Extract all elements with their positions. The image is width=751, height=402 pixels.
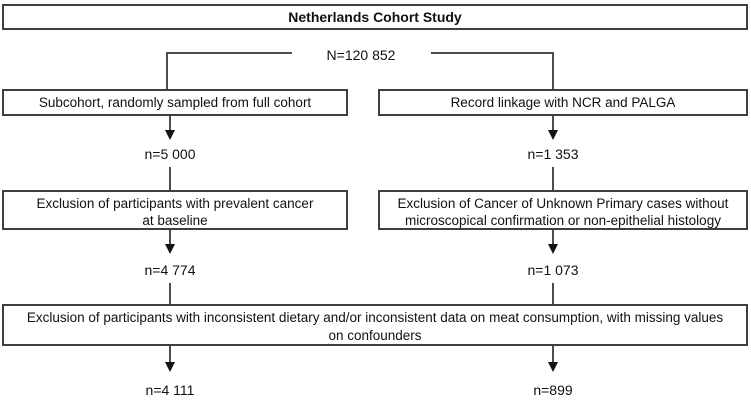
final-subcohort-count: n=4 111 (145, 382, 195, 398)
subcohort-count: n=5 000 (144, 146, 196, 162)
connector-left-1 (169, 167, 171, 190)
branch-line-left-vertical (166, 52, 168, 89)
cases-count: n=1 353 (527, 146, 579, 162)
arrow-head-right-2 (548, 244, 558, 254)
total-cohort-count: N=120 852 (326, 47, 396, 63)
connector-right-1 (552, 167, 554, 190)
arrow-line-left-3 (169, 346, 171, 364)
arrow-line-left-2 (169, 230, 171, 246)
arrow-head-right-1 (548, 130, 558, 140)
subcohort-after-exclusion-count: n=4 774 (144, 262, 196, 278)
branch-line-left-horizontal (167, 52, 292, 54)
cases-after-exclusion-count: n=1 073 (527, 262, 579, 278)
branch-line-right-horizontal (431, 52, 554, 54)
arrow-head-right-3 (548, 362, 558, 372)
connector-left-2 (169, 283, 171, 304)
connector-right-2 (552, 283, 554, 304)
arrow-line-right-2 (552, 230, 554, 246)
arrow-line-right-1 (552, 116, 554, 132)
exclusion-prevalent-cancer-box: Exclusion of participants with prevalent… (2, 190, 348, 230)
figure-title: Netherlands Cohort Study (288, 9, 462, 25)
title-box: Netherlands Cohort Study (2, 4, 748, 30)
record-linkage-box-label: Record linkage with NCR and PALGA (450, 95, 676, 110)
exclusion-prevalent-cancer-line2: at baseline (142, 213, 208, 228)
arrow-line-right-3 (552, 346, 554, 364)
subcohort-box-label: Subcohort, randomly sampled from full co… (38, 95, 312, 110)
exclusion-prevalent-cancer-line1: Exclusion of participants with prevalent… (36, 196, 314, 211)
branch-line-right-vertical (552, 52, 554, 89)
exclusion-cup-cases-line2: microscopical confirmation or non-epithe… (405, 213, 721, 228)
exclusion-dietary-line1: Exclusion of participants with inconsist… (26, 310, 724, 325)
final-cases-count: n=899 (533, 382, 573, 398)
record-linkage-box: Record linkage with NCR and PALGA (378, 89, 748, 116)
arrow-head-left-1 (165, 130, 175, 140)
arrow-line-left-1 (169, 116, 171, 132)
arrow-head-left-3 (165, 362, 175, 372)
arrow-head-left-2 (165, 244, 175, 254)
exclusion-dietary-box: Exclusion of participants with inconsist… (2, 304, 748, 346)
exclusion-cup-cases-line1: Exclusion of Cancer of Unknown Primary c… (397, 196, 729, 211)
exclusion-dietary-line2: on confounders (328, 328, 422, 343)
subcohort-box: Subcohort, randomly sampled from full co… (2, 89, 348, 116)
exclusion-cup-cases-box: Exclusion of Cancer of Unknown Primary c… (378, 190, 748, 230)
